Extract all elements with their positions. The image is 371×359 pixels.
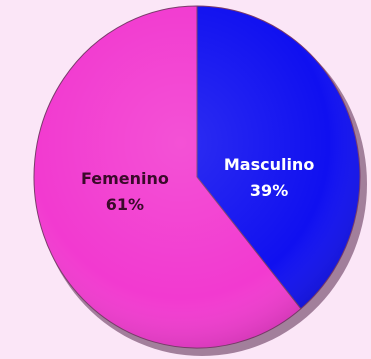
slice-value-femenino: 61% [106, 195, 144, 214]
slice-label-masculino: Masculino [224, 155, 314, 174]
slice-label-femenino: Femenino [81, 169, 169, 188]
pie-labels: Masculino 39% Femenino 61% [81, 155, 314, 214]
slice-value-masculino: 39% [250, 181, 288, 200]
